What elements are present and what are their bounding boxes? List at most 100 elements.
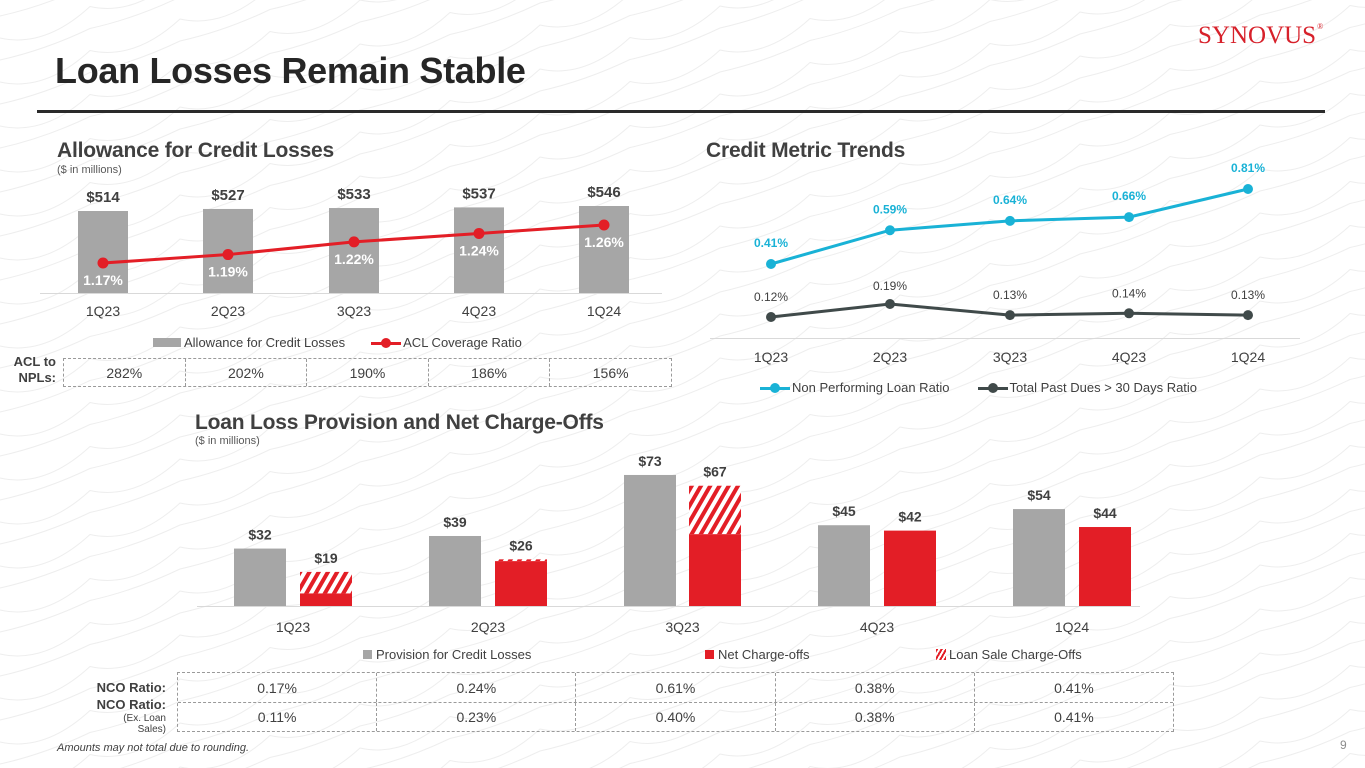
net-chargeoff-bar-label: $67 xyxy=(703,464,727,480)
net-chargeoff-bar xyxy=(689,534,741,606)
metrics-x-tick-label: 1Q23 xyxy=(754,349,788,365)
acl-to-npls-cell: 282% xyxy=(106,364,143,381)
acl-chart-title: Allowance for Credit Losses xyxy=(57,139,335,162)
acl-coverage-point xyxy=(222,249,234,261)
background-wave-line xyxy=(748,551,1365,768)
nco-ratio-ex-sublabel-2: Sales) xyxy=(137,724,166,735)
legend-label-past-dues: Total Past Dues > 30 Days Ratio xyxy=(1009,380,1198,395)
past-dues-label: 0.14% xyxy=(1112,286,1146,300)
provision-legend-provision: Provision for Credit Losses xyxy=(363,647,531,662)
legend-label-acl-ratio: ACL Coverage Ratio xyxy=(403,335,522,350)
legend-swatch-past-dues xyxy=(977,382,1008,394)
acl-bar xyxy=(454,207,504,293)
background-wave-line xyxy=(0,0,1253,437)
npl-ratio-point xyxy=(1243,184,1253,194)
net-chargeoff-bar-label: $19 xyxy=(314,550,338,566)
legend-swatch-loan-sale xyxy=(936,649,946,660)
background-wave-line xyxy=(0,0,1313,457)
provision-bar xyxy=(1013,509,1065,606)
metrics-x-tick-label: 3Q23 xyxy=(993,349,1027,365)
acl-x-tick-label: 1Q24 xyxy=(587,303,621,319)
background-wave-line xyxy=(0,0,517,173)
title-divider xyxy=(37,110,1325,113)
metrics-x-tick-label: 2Q23 xyxy=(873,349,907,365)
background-wave-line xyxy=(589,488,1365,768)
nco-ratio-cell: 0.38% xyxy=(774,673,974,702)
net-chargeoff-bar xyxy=(300,593,352,606)
acl-coverage-point xyxy=(348,236,360,248)
provision-bar-label: $73 xyxy=(638,453,662,469)
nco-ratio-ex-row: 0.11% 0.23% 0.40% 0.38% 0.41% xyxy=(178,702,1173,731)
nco-ratio-ex-label-main: NCO Ratio: xyxy=(96,697,166,712)
acl-coverage-label: 1.17% xyxy=(83,272,123,288)
background-wave-line xyxy=(0,111,1365,589)
nco-ratio-ex-cell: 0.11% xyxy=(257,709,297,725)
net-chargeoff-bar xyxy=(495,561,547,606)
acl-coverage-point xyxy=(97,257,109,269)
net-chargeoff-bar-label: $44 xyxy=(1093,505,1117,521)
acl-legend: Allowance for Credit Losses ACL Coverage… xyxy=(153,335,522,350)
background-wave-line xyxy=(0,0,774,261)
provision-legend-nco: Net Charge-offs xyxy=(705,647,810,662)
acl-coverage-point xyxy=(598,219,610,231)
background-wave-line xyxy=(0,48,1365,525)
npl-ratio-point xyxy=(766,259,776,269)
past-dues-label: 0.19% xyxy=(873,279,907,293)
provision-x-tick-label: 1Q23 xyxy=(276,619,310,635)
background-wave-line xyxy=(0,0,624,217)
provision-x-tick-label: 4Q23 xyxy=(860,619,894,635)
background-wave-line xyxy=(0,92,1365,569)
nco-ratio-ex-label: NCO Ratio: (Ex. Loan Sales) xyxy=(60,697,166,735)
nco-ratio-ex-cell: 0.41% xyxy=(973,703,1173,731)
acl-bar-label: $514 xyxy=(86,189,120,206)
provision-bar-label: $54 xyxy=(1027,487,1051,503)
acl-to-npls-table: 282% 202% 190% 186% 156% xyxy=(63,358,672,387)
acl-coverage-label: 1.24% xyxy=(459,242,499,258)
acl-to-npls-cell: 190% xyxy=(306,359,428,386)
acl-to-npls-cell: 202% xyxy=(184,359,307,386)
background-wave-line xyxy=(498,463,1365,768)
nco-ratio-cell: 0.61% xyxy=(575,673,774,702)
provision-bar xyxy=(429,535,481,606)
npl-ratio-point xyxy=(885,225,895,236)
npl-ratio-point xyxy=(1005,215,1015,226)
nco-ratio-cell: 0.17% xyxy=(257,679,297,696)
provision-bar xyxy=(818,525,870,606)
legend-swatch-allowance xyxy=(153,338,181,347)
acl-coverage-label: 1.26% xyxy=(584,234,624,250)
past-dues-point xyxy=(1243,310,1253,321)
loan-sale-chargeoff-bar xyxy=(495,559,547,562)
acl-bar-label: $533 xyxy=(337,186,370,203)
background-wave-line xyxy=(701,532,1365,768)
acl-to-npls-label: ACL to NPLs: xyxy=(8,354,56,386)
background-wave-line xyxy=(0,0,1146,393)
npl-ratio-point xyxy=(1124,212,1134,223)
provision-bar-label: $32 xyxy=(248,527,272,543)
background-wave-line xyxy=(0,224,1365,701)
background-wave-line xyxy=(0,23,1365,501)
acl-to-npls-label-line1: ACL to xyxy=(13,354,56,369)
nco-ratio-cell: 0.24% xyxy=(376,673,575,702)
acl-bar-label: $527 xyxy=(211,187,244,204)
logo-text: SYNOVUS xyxy=(1198,22,1317,49)
background-wave-line xyxy=(0,0,307,105)
provision-bar-label: $45 xyxy=(832,503,856,519)
legend-swatch-npl-ratio xyxy=(760,382,790,394)
acl-bar-label: $537 xyxy=(462,185,495,202)
acl-coverage-label: 1.19% xyxy=(208,264,248,280)
background-wave-line xyxy=(0,0,684,237)
acl-bar xyxy=(78,211,128,293)
past-dues-point xyxy=(1124,308,1134,319)
acl-coverage-point xyxy=(473,227,485,239)
npl-ratio-label: 0.41% xyxy=(754,236,788,250)
footnote: Amounts may not total due to rounding. xyxy=(57,742,250,754)
provision-bar xyxy=(624,474,676,606)
npl-ratio-label: 0.59% xyxy=(873,202,907,216)
past-dues-label: 0.13% xyxy=(1231,288,1265,302)
acl-x-tick-label: 4Q23 xyxy=(462,303,496,319)
nco-ratio-ex-sublabel-1: (Ex. Loan xyxy=(123,713,166,724)
nco-ratio-row: 0.17% 0.24% 0.61% 0.38% 0.41% xyxy=(178,673,1173,702)
acl-chart: $514 1Q23 $527 2Q23 $533 3Q23 $537 4Q23 $546 1Q24… xyxy=(40,184,662,319)
net-chargeoff-bar xyxy=(1079,527,1131,606)
